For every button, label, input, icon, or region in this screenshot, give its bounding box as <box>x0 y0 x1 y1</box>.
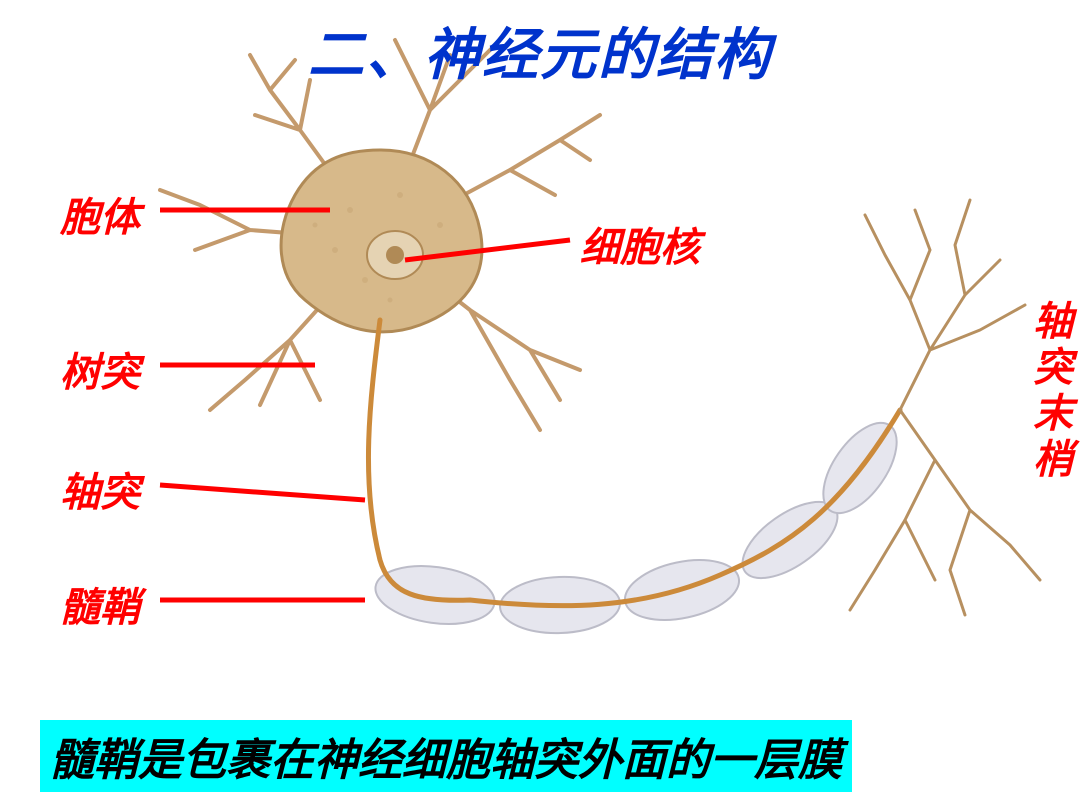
soma <box>281 150 482 332</box>
label-nucleus: 细胞核 <box>580 215 700 273</box>
neuron-diagram <box>0 0 1080 810</box>
label-cell-body: 胞体 <box>60 185 140 243</box>
axon-terminal-1 <box>865 200 1025 410</box>
page-title: 二、神经元的结构 <box>0 10 1080 91</box>
axon-core <box>368 320 900 606</box>
label-axon: 轴突 <box>60 460 140 518</box>
label-dendrite: 树突 <box>60 340 140 398</box>
label-axon-terminal: 轴突末梢 <box>1020 300 1078 484</box>
nucleolus <box>386 246 404 264</box>
label-myelin: 髓鞘 <box>60 575 140 633</box>
caption-myelin-definition: 髓鞘是包裹在神经细胞轴突外面的一层膜 <box>40 720 852 792</box>
